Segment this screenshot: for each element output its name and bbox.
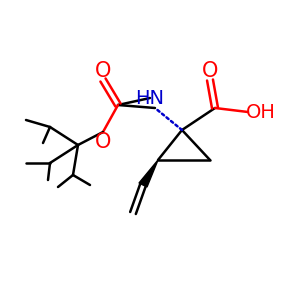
Text: HN: HN: [136, 88, 164, 107]
Text: O: O: [95, 132, 111, 152]
Polygon shape: [139, 160, 158, 187]
Text: O: O: [95, 61, 111, 81]
Text: OH: OH: [246, 103, 276, 122]
Text: O: O: [202, 61, 218, 81]
